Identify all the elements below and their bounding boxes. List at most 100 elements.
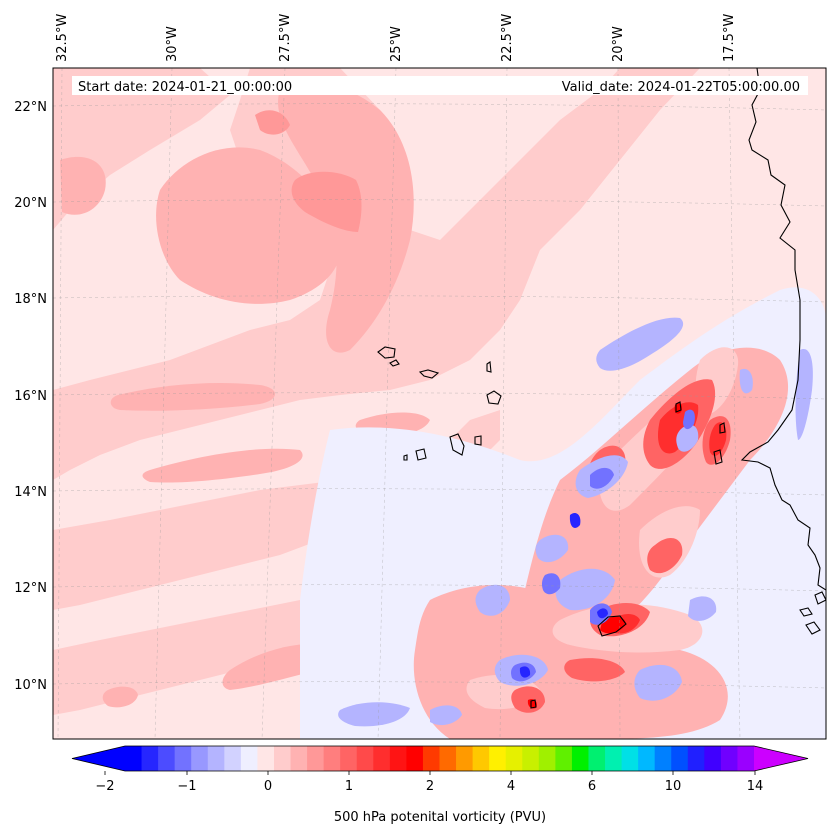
colorbar-bin bbox=[141, 746, 159, 771]
west-africa-coastline bbox=[740, 68, 826, 591]
latitude-label: 14°N bbox=[14, 485, 47, 500]
cape-verde-island-sao-nicolau bbox=[418, 369, 440, 379]
colorbar-bin bbox=[340, 746, 358, 771]
colorbar-bin bbox=[439, 746, 457, 771]
longitude-label: 17.5°W bbox=[722, 14, 737, 62]
graticule bbox=[53, 68, 826, 739]
colorbar-tick-label: −2 bbox=[95, 779, 114, 794]
colorbar-bin bbox=[240, 746, 259, 771]
colorbar-bin bbox=[687, 746, 705, 771]
colorbar-bin bbox=[456, 746, 474, 771]
pv-contour-line bbox=[713, 449, 723, 465]
parallel-line bbox=[53, 295, 826, 303]
colorbar-bin bbox=[671, 746, 689, 771]
map-frame bbox=[52, 67, 827, 740]
pv-contour-line bbox=[530, 699, 537, 709]
meridian-line bbox=[499, 68, 508, 739]
colorbar-bin bbox=[720, 746, 739, 771]
cape-verde-island-sal bbox=[486, 361, 492, 373]
longitude-label: 30°W bbox=[165, 26, 180, 62]
colorbar-tick-label: 2 bbox=[426, 779, 434, 794]
colorbar-bin bbox=[158, 746, 176, 771]
colorbar-bin bbox=[224, 746, 242, 771]
date-banner bbox=[72, 76, 808, 95]
longitude-label: 20°W bbox=[611, 26, 626, 62]
meridian-line bbox=[728, 68, 741, 739]
colorbar-bin bbox=[555, 746, 573, 771]
parallel-line bbox=[53, 584, 826, 592]
longitude-label: 22.5°W bbox=[500, 14, 515, 62]
meridian-line bbox=[261, 68, 286, 739]
start-date-text: Start date: 2024-01-21_00:00:00 bbox=[78, 80, 292, 95]
parallel-line bbox=[53, 199, 826, 207]
colorbar-bin bbox=[307, 746, 325, 771]
colorbar-bin bbox=[737, 746, 755, 771]
pv-contour-line bbox=[675, 401, 682, 413]
colorbar-label: 500 hPa potenital vorticity (PVU) bbox=[334, 810, 546, 825]
colorbar-bin bbox=[538, 746, 556, 771]
cape-verde-island-brava bbox=[403, 454, 408, 461]
parallel-line bbox=[53, 103, 826, 111]
cape-verde-island-santo-antao bbox=[377, 346, 396, 359]
colorbar-bin bbox=[605, 746, 623, 771]
colorbar-bin bbox=[505, 746, 523, 771]
colorbar-bin bbox=[571, 746, 590, 771]
valid-date-text: Valid_date: 2024-01-22T05:00:00.00 bbox=[562, 80, 800, 95]
colorbar-tick-label: −1 bbox=[177, 779, 196, 794]
latitude-label: 22°N bbox=[14, 100, 47, 115]
colorbar-bin bbox=[174, 746, 192, 771]
latitude-labels: 22°N 20°N 18°N 16°N 14°N 12°N 10°N bbox=[14, 100, 47, 693]
longitude-label: 32.5°W bbox=[55, 14, 70, 62]
colorbar-outline bbox=[71, 745, 809, 772]
colorbar-tick-label: 10 bbox=[665, 779, 682, 794]
latitude-label: 10°N bbox=[14, 678, 47, 693]
pv-contour-line bbox=[719, 422, 726, 434]
parallel-line bbox=[53, 392, 826, 400]
colorbar-bin bbox=[406, 746, 424, 771]
colorbar-bin bbox=[654, 746, 672, 771]
bijagos-islands bbox=[799, 591, 826, 635]
latitude-label: 20°N bbox=[14, 196, 47, 211]
colorbar-bin bbox=[489, 746, 507, 771]
meridian-line bbox=[377, 68, 397, 739]
map-area bbox=[53, 68, 826, 739]
latitude-label: 18°N bbox=[14, 292, 47, 307]
cape-verde-island-santiago bbox=[449, 433, 465, 456]
colorbar-bin bbox=[522, 746, 540, 771]
cape-verde-island-maio bbox=[474, 435, 482, 446]
pv-medium-blobs bbox=[255, 110, 362, 232]
colorbar-bin bbox=[207, 746, 225, 771]
colorbar-bin bbox=[323, 746, 341, 771]
colorbar: −2 −1 0 1 2 4 6 10 14 bbox=[71, 745, 809, 794]
parallel-line bbox=[53, 681, 826, 689]
colorbar-bin bbox=[373, 746, 391, 771]
colorbar-tick-label: 1 bbox=[345, 779, 353, 794]
colorbar-bin bbox=[422, 746, 441, 771]
colorbar-bin bbox=[389, 746, 407, 771]
colorbar-bin bbox=[356, 746, 374, 771]
colorbar-bin bbox=[290, 746, 308, 771]
colorbar-bin bbox=[191, 746, 209, 771]
colorbar-tick-label: 0 bbox=[264, 779, 272, 794]
colorbar-bin bbox=[273, 746, 292, 771]
parallel-line bbox=[53, 488, 826, 496]
meridian-line bbox=[617, 68, 621, 739]
colorbar-bin bbox=[621, 746, 639, 771]
cape-verde-island-boa-vista bbox=[486, 390, 502, 405]
colorbar-over-arrow bbox=[754, 746, 808, 771]
colorbar-tick-label: 6 bbox=[588, 779, 596, 794]
cape-verde-island-fogo bbox=[415, 448, 427, 461]
colorbar-bin bbox=[472, 746, 490, 771]
colorbar-tick-label: 4 bbox=[507, 779, 515, 794]
coastlines bbox=[377, 68, 826, 709]
cape-verde-island-sao-vicente bbox=[389, 359, 400, 367]
meridian-line bbox=[57, 68, 63, 739]
longitude-labels: 32.5°W 30°W 27.5°W 25°W 22.5°W 20°W 17.5°W bbox=[55, 14, 737, 62]
colorbar-under-arrow bbox=[72, 746, 125, 771]
longitude-label: 25°W bbox=[389, 26, 404, 62]
colorbar-tick-label: 14 bbox=[747, 779, 764, 794]
colorbar-bin bbox=[257, 746, 275, 771]
colorbar-bin bbox=[704, 746, 722, 771]
